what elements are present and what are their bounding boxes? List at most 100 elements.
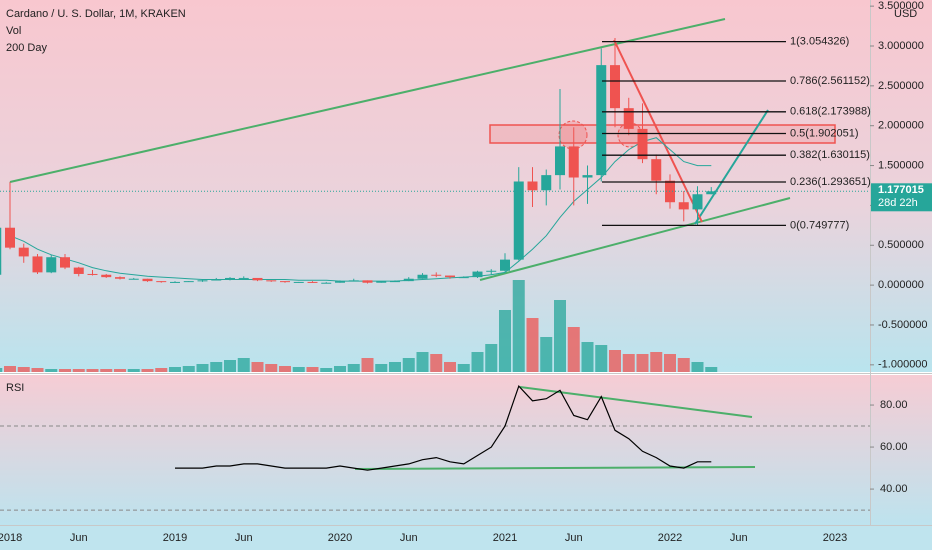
candle-body — [87, 273, 98, 275]
volume-bar — [430, 354, 443, 372]
candle-body — [431, 274, 442, 276]
candle-body — [458, 277, 469, 279]
y-tick-label: 2.500000 — [878, 80, 924, 92]
trend-line — [479, 197, 791, 281]
candle-body — [321, 282, 332, 284]
candle-body — [610, 65, 620, 109]
y-tick-label: 3.500000 — [878, 0, 924, 12]
rsi-trend-line — [354, 466, 756, 470]
candle-body — [18, 247, 29, 257]
volume-bar — [237, 358, 250, 372]
volume-bar — [59, 369, 71, 372]
volume-bar — [196, 364, 209, 372]
fib-label: 0.786(2.561152) — [790, 75, 870, 87]
currency-label: USD — [894, 8, 917, 20]
highlight-circle — [558, 120, 588, 150]
candle-body — [651, 159, 662, 181]
volume-bar — [416, 352, 429, 372]
volume-bar — [622, 354, 635, 372]
volume-bar — [114, 369, 126, 372]
candle-body — [390, 281, 400, 283]
volume-bar — [347, 364, 360, 372]
volume-bar — [526, 318, 539, 372]
ma-line — [9, 137, 712, 282]
volume-bar — [499, 310, 511, 372]
fib-label: 0.618(2.173988) — [790, 106, 871, 118]
volume-bar — [554, 300, 566, 372]
volume-bar — [224, 360, 236, 372]
candle-body — [403, 278, 414, 282]
candle-body — [692, 194, 703, 210]
volume-bar — [141, 369, 154, 372]
candle-body — [170, 281, 180, 283]
candle-body — [596, 65, 607, 176]
x-tick-label: 2022 — [658, 532, 682, 544]
candle-body — [238, 277, 249, 279]
rsi-line — [175, 384, 712, 471]
rsi-layer — [0, 384, 870, 511]
fib-label: 1(3.054326) — [790, 36, 849, 48]
candle-body — [417, 274, 428, 279]
volume-bar — [169, 367, 181, 372]
projection-line — [694, 109, 769, 225]
candle-body — [568, 146, 579, 178]
volume-bar — [636, 354, 649, 372]
rsi-label: RSI — [6, 382, 24, 394]
candle-body — [500, 259, 510, 271]
rsi-tick-label: 60.00 — [880, 441, 908, 453]
volume-label: Vol — [6, 25, 21, 37]
candle-body — [60, 257, 70, 268]
chart-title: Cardano / U. S. Dollar, 1M, KRAKEN — [6, 8, 186, 20]
volume-bar — [45, 369, 58, 372]
candle-body — [128, 278, 139, 280]
volume-bar — [512, 280, 525, 372]
x-tick-label: 2023 — [823, 532, 847, 544]
volume-bar — [320, 368, 333, 372]
volume-bar — [402, 358, 415, 372]
price-tag-countdown: 28d 22h — [878, 197, 918, 209]
volume-bar — [182, 366, 195, 372]
candle-body — [678, 202, 689, 210]
y-tick-label: 0.000000 — [878, 279, 924, 291]
candle-body — [513, 181, 524, 260]
candle-body — [706, 191, 717, 195]
candle-body — [541, 175, 552, 191]
fib-label: 0.382(1.630115) — [790, 149, 870, 161]
fib-label: 0(0.749777) — [790, 219, 849, 231]
volume-bar — [677, 358, 690, 372]
volume-bar — [540, 337, 553, 372]
volume-bar — [155, 368, 168, 372]
volume-bar — [100, 369, 113, 372]
x-tick-label: 2021 — [493, 532, 517, 544]
volume-bar — [595, 345, 608, 372]
candle-body — [307, 281, 318, 283]
x-tick-label: 2018 — [0, 532, 22, 544]
y-tick-label: 2.000000 — [878, 120, 924, 132]
candle-body — [32, 256, 43, 273]
candle-body — [293, 281, 304, 283]
candle-body — [362, 280, 373, 283]
volume-bar — [691, 362, 704, 372]
candle-body — [211, 279, 222, 281]
volume-bar — [210, 362, 223, 372]
candle-body — [376, 281, 387, 283]
main-layer — [0, 18, 870, 372]
trend-line — [9, 18, 726, 183]
volume-bar — [650, 352, 663, 372]
candle-body — [225, 277, 235, 280]
candle-body — [472, 271, 483, 278]
y-tick-label: 0.500000 — [878, 239, 924, 251]
fib-label: 0.236(1.293651) — [790, 176, 871, 188]
volume-bar — [444, 362, 456, 372]
x-tick-label: Jun — [235, 532, 253, 544]
volume-bar — [17, 367, 30, 372]
volume-bar — [279, 366, 291, 372]
candle-body — [142, 278, 153, 282]
volume-bar — [664, 354, 676, 372]
candle-body — [183, 281, 194, 283]
candle-body — [348, 280, 359, 282]
x-tick-label: 2020 — [328, 532, 352, 544]
volume-bar — [389, 362, 401, 372]
x-tick-label: Jun — [400, 532, 418, 544]
